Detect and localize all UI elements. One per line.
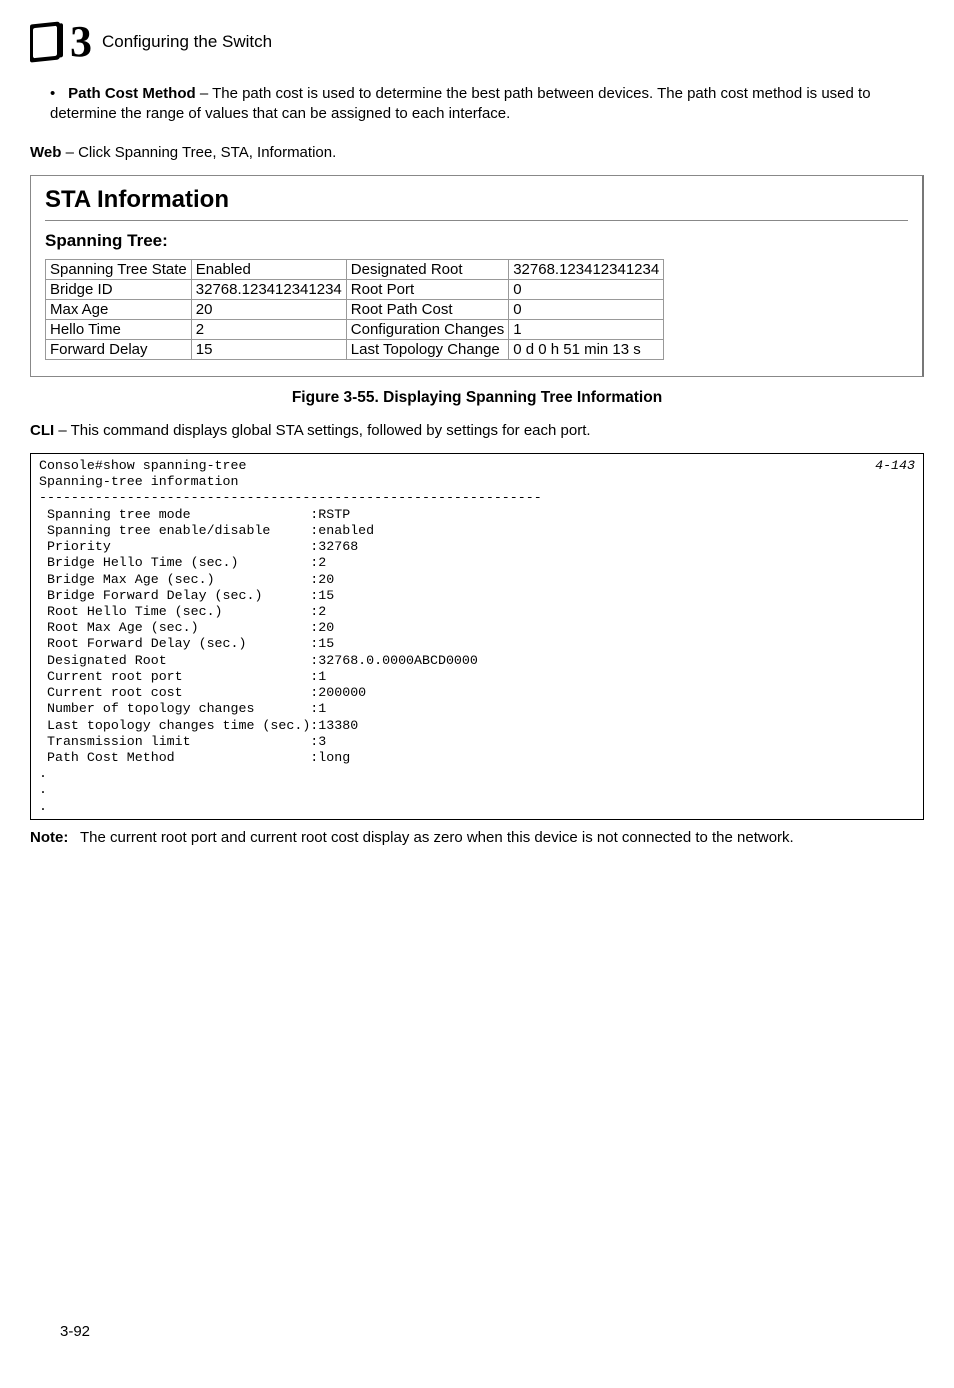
note-text: The current root port and current root c… [80,828,924,848]
cli-body: Console#show spanning-tree Spanning-tree… [39,458,542,814]
cell: 20 [191,299,346,319]
chapter-title: Configuring the Switch [102,32,272,52]
cell: Enabled [191,259,346,279]
cell: Root Path Cost [346,299,508,319]
web-line: Web – Click Spanning Tree, STA, Informat… [30,143,924,163]
table-row: Max Age 20 Root Path Cost 0 [46,299,664,319]
cell: 15 [191,339,346,359]
panel-divider [45,220,908,221]
cell: Forward Delay [46,339,192,359]
cell: 0 [509,279,664,299]
page: 3 Configuring the Switch • Path Cost Met… [30,20,924,1360]
page-number: 3-92 [60,1323,90,1340]
table-row: Forward Delay 15 Last Topology Change 0 … [46,339,664,359]
cell: Spanning Tree State [46,259,192,279]
cli-label: CLI [30,422,54,439]
figure-caption: Figure 3-55. Displaying Spanning Tree In… [30,389,924,407]
cli-block: 4-143 Console#show spanning-tree Spanning… [30,453,924,820]
cell: 1 [509,319,664,339]
cell: Root Port [346,279,508,299]
cell: Designated Root [346,259,508,279]
cell: 0 d 0 h 51 min 13 s [509,339,664,359]
chapter-number: 3 [70,20,92,64]
cell: 0 [509,299,664,319]
cell: 2 [191,319,346,339]
cell: 32768.123412341234 [509,259,664,279]
table-row: Hello Time 2 Configuration Changes 1 [46,319,664,339]
web-label: Web [30,144,61,161]
cell: Bridge ID [46,279,192,299]
web-text: – Click Spanning Tree, STA, Information. [61,144,336,161]
cell: 32768.123412341234 [191,279,346,299]
cli-intro: CLI – This command displays global STA s… [30,421,924,441]
panel-title: STA Information [45,186,908,214]
bullet-paragraph: • Path Cost Method – The path cost is us… [50,84,924,125]
cell: Hello Time [46,319,192,339]
note: Note: The current root port and current … [30,828,924,849]
cli-page-ref: 4-143 [875,458,915,474]
table-row: Bridge ID 32768.123412341234 Root Port 0 [46,279,664,299]
panel-subtitle: Spanning Tree: [45,231,908,251]
book-icon [30,21,60,62]
bullet-marker: • [50,84,64,104]
note-label: Note: [30,829,68,846]
cell: Last Topology Change [346,339,508,359]
cell: Configuration Changes [346,319,508,339]
cell: Max Age [46,299,192,319]
chapter-header: 3 Configuring the Switch [30,20,924,64]
sta-table: Spanning Tree State Enabled Designated R… [45,259,664,360]
sta-info-panel: STA Information Spanning Tree: Spanning … [30,175,924,377]
cli-text: – This command displays global STA setti… [54,422,590,439]
bullet-term: Path Cost Method [68,85,196,102]
table-row: Spanning Tree State Enabled Designated R… [46,259,664,279]
